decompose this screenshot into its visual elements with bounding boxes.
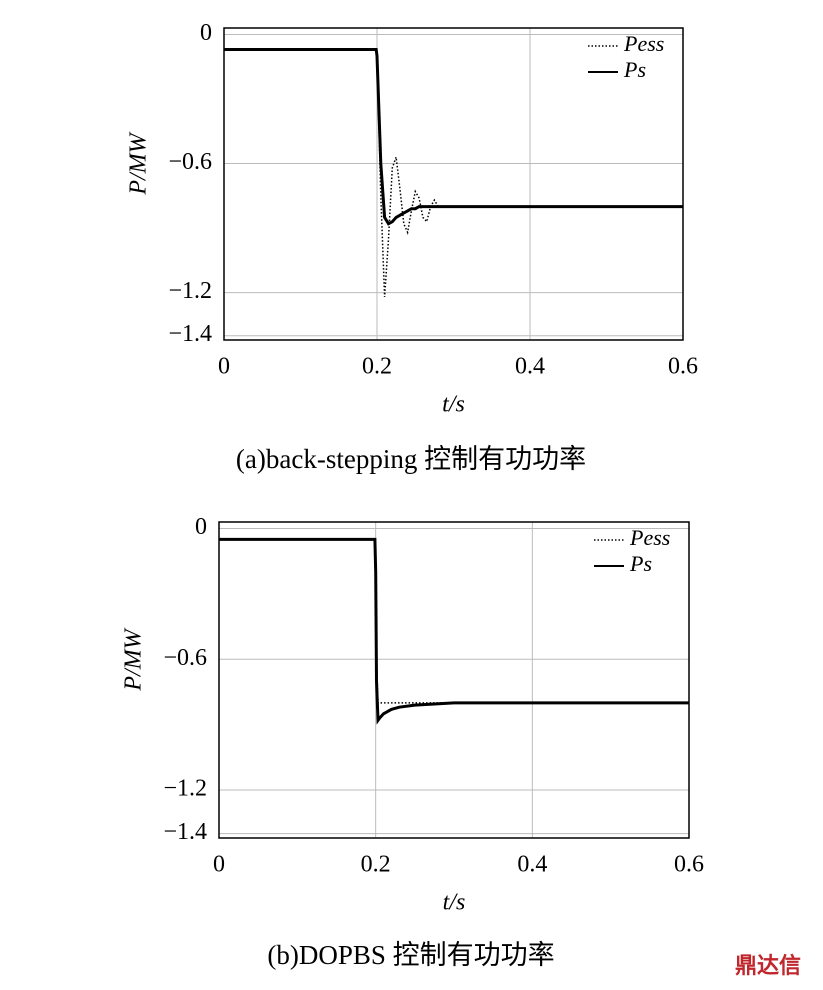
series-line — [219, 538, 689, 704]
caption: (b)DOPBS 控制有功功率 — [267, 940, 554, 970]
series-line — [224, 48, 683, 298]
y-tick-label: −1.4 — [168, 321, 212, 347]
x-tick-label: 0.2 — [361, 852, 391, 878]
y-tick-label: −1.2 — [163, 776, 207, 802]
watermark: 鼎达信 — [735, 953, 801, 978]
y-tick-label: −1.2 — [168, 278, 212, 304]
x-axis-label: t/s — [442, 392, 465, 418]
x-tick-label: 0.6 — [668, 354, 698, 380]
x-tick-label: 0.2 — [362, 354, 392, 380]
legend-label: Pess — [629, 525, 670, 550]
x-tick-label: 0.4 — [515, 354, 545, 380]
plot-frame — [218, 521, 690, 839]
x-axis-label: t/s — [443, 890, 466, 916]
series-line — [219, 537, 689, 725]
y-tick-label: 0 — [200, 20, 212, 46]
y-tick-label: −0.6 — [163, 645, 207, 671]
y-axis-label: P/MW — [126, 131, 152, 195]
x-tick-label: 0.4 — [517, 852, 547, 878]
y-axis-label: P/MW — [121, 627, 147, 691]
x-tick-label: 0 — [213, 852, 225, 878]
y-tick-label: −1.4 — [163, 819, 207, 845]
series-line — [224, 48, 683, 226]
y-tick-label: 0 — [195, 514, 207, 540]
legend-label: Ps — [629, 551, 652, 576]
x-tick-label: 0 — [218, 354, 230, 380]
y-tick-label: −0.6 — [168, 149, 212, 175]
x-tick-label: 0.6 — [674, 852, 704, 878]
plot-frame — [223, 27, 684, 341]
caption: (a)back-stepping 控制有功功率 — [236, 444, 586, 474]
legend-label: Pess — [623, 31, 664, 56]
legend-label: Ps — [623, 57, 646, 82]
